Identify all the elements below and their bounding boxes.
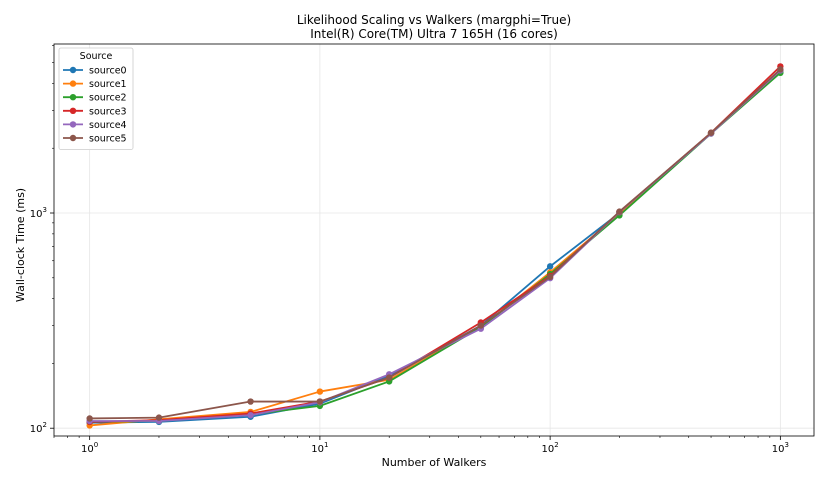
chart-subtitle: Intel(R) Core(TM) Ultra 7 165H (16 cores… [310, 27, 558, 41]
legend-swatch-marker [69, 134, 77, 142]
legend-item-source5: source5 [63, 134, 127, 145]
x-tick-exponent: 0 [94, 441, 98, 449]
legend-swatch-marker [69, 121, 77, 128]
plot-area [53, 43, 815, 437]
legend-item-source4: source4 [63, 120, 127, 131]
legend-item-source2: source2 [63, 93, 127, 104]
y-axis-label: Wall-clock Time (ms) [14, 188, 27, 302]
data-point-source5 [616, 208, 623, 215]
data-point-source0 [546, 263, 554, 270]
data-point-source5 [477, 322, 485, 329]
series-line-source5 [89, 68, 781, 420]
legend-label: source0 [89, 66, 127, 77]
legend-label: source4 [89, 120, 127, 131]
series-source5 [86, 66, 784, 422]
x-tick-exponent: 2 [554, 441, 558, 449]
legend-label: source2 [89, 93, 127, 104]
legend-swatch-marker [69, 66, 77, 74]
data-point-source5 [707, 129, 715, 136]
legend-items: source0 source1 source2 source3 source4 sourc… [63, 66, 127, 145]
data-point-source5 [777, 66, 784, 73]
x-tick-exponent: 3 [784, 441, 788, 449]
legend-title: Source [80, 51, 113, 62]
data-point-source5 [546, 273, 554, 281]
legend-label: source1 [89, 79, 127, 90]
legend-item-source3: source3 [63, 106, 127, 117]
legend-label: source3 [89, 106, 127, 117]
data-point-source5 [316, 398, 324, 405]
legend-swatch-marker [69, 94, 77, 101]
data-point-source5 [247, 398, 254, 405]
legend-item-source1: source1 [63, 79, 127, 90]
data-point-source5 [386, 374, 393, 381]
legend-label: source5 [89, 134, 127, 145]
data-point-source1 [316, 388, 324, 395]
data-point-source5 [155, 414, 163, 421]
legend-swatch-marker [69, 107, 77, 115]
chart-title: Likelihood Scaling vs Walkers (margphi=T… [297, 13, 571, 27]
x-tick-exponent: 1 [324, 441, 328, 449]
series-layer [86, 63, 784, 429]
y-tick-exponent: 3 [43, 206, 47, 214]
y-tick-exponent: 2 [43, 421, 47, 429]
legend-item-source0: source0 [63, 66, 127, 77]
x-axis-label: Number of Walkers [382, 456, 487, 469]
legend: Source source0source1source2source3sourc… [58, 47, 134, 150]
legend-swatch-marker [69, 80, 77, 87]
data-point-source4 [247, 411, 254, 419]
data-point-source5 [86, 415, 93, 422]
